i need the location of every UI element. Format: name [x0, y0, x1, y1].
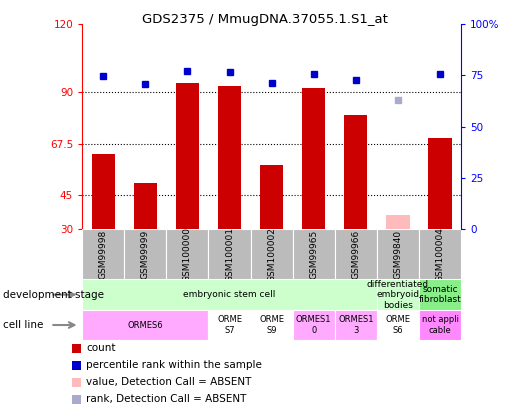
Bar — [335, 229, 377, 279]
Bar — [260, 165, 283, 229]
Bar — [386, 215, 410, 229]
Text: cell line: cell line — [3, 320, 43, 330]
Text: GSM99999: GSM99999 — [141, 230, 150, 279]
Bar — [92, 154, 115, 229]
Bar — [293, 229, 335, 279]
Bar — [377, 310, 419, 340]
Text: percentile rank within the sample: percentile rank within the sample — [86, 360, 262, 370]
Bar — [251, 310, 293, 340]
Bar — [134, 183, 157, 229]
Bar — [428, 138, 452, 229]
Text: value, Detection Call = ABSENT: value, Detection Call = ABSENT — [86, 377, 252, 387]
Text: ORME
S9: ORME S9 — [259, 315, 284, 335]
Text: GSM99998: GSM99998 — [99, 230, 108, 279]
Bar — [82, 310, 208, 340]
Text: not appli
cable: not appli cable — [421, 315, 458, 335]
Bar — [251, 229, 293, 279]
Text: GSM99965: GSM99965 — [309, 230, 318, 279]
Text: ORMES6: ORMES6 — [128, 320, 163, 330]
Text: ORME
S7: ORME S7 — [217, 315, 242, 335]
Bar — [166, 229, 208, 279]
Text: ORME
S6: ORME S6 — [385, 315, 410, 335]
Text: differentiated
embryoid
bodies: differentiated embryoid bodies — [367, 280, 429, 309]
Text: somatic
fibroblast: somatic fibroblast — [419, 285, 462, 304]
Bar — [377, 279, 419, 310]
Bar — [302, 88, 325, 229]
Bar — [377, 229, 419, 279]
Bar — [124, 229, 166, 279]
Bar — [176, 83, 199, 229]
Bar — [419, 310, 461, 340]
Bar — [208, 310, 251, 340]
Bar — [293, 310, 335, 340]
Bar — [218, 86, 241, 229]
Bar — [335, 310, 377, 340]
Text: GDS2375 / MmugDNA.37055.1.S1_at: GDS2375 / MmugDNA.37055.1.S1_at — [142, 13, 388, 26]
Bar — [344, 115, 367, 229]
Text: GSM100002: GSM100002 — [267, 227, 276, 281]
Text: GSM100001: GSM100001 — [225, 227, 234, 281]
Text: count: count — [86, 343, 116, 353]
Text: GSM99966: GSM99966 — [351, 230, 360, 279]
Text: GSM100000: GSM100000 — [183, 227, 192, 281]
Text: rank, Detection Call = ABSENT: rank, Detection Call = ABSENT — [86, 394, 247, 404]
Text: GSM99840: GSM99840 — [393, 230, 402, 279]
Bar — [208, 229, 251, 279]
Text: embryonic stem cell: embryonic stem cell — [183, 290, 276, 299]
Bar — [419, 279, 461, 310]
Bar — [419, 229, 461, 279]
Text: ORMES1
0: ORMES1 0 — [296, 315, 331, 335]
Bar — [82, 279, 377, 310]
Bar — [82, 229, 124, 279]
Text: GSM100004: GSM100004 — [436, 227, 445, 281]
Text: development stage: development stage — [3, 290, 104, 300]
Text: ORMES1
3: ORMES1 3 — [338, 315, 374, 335]
